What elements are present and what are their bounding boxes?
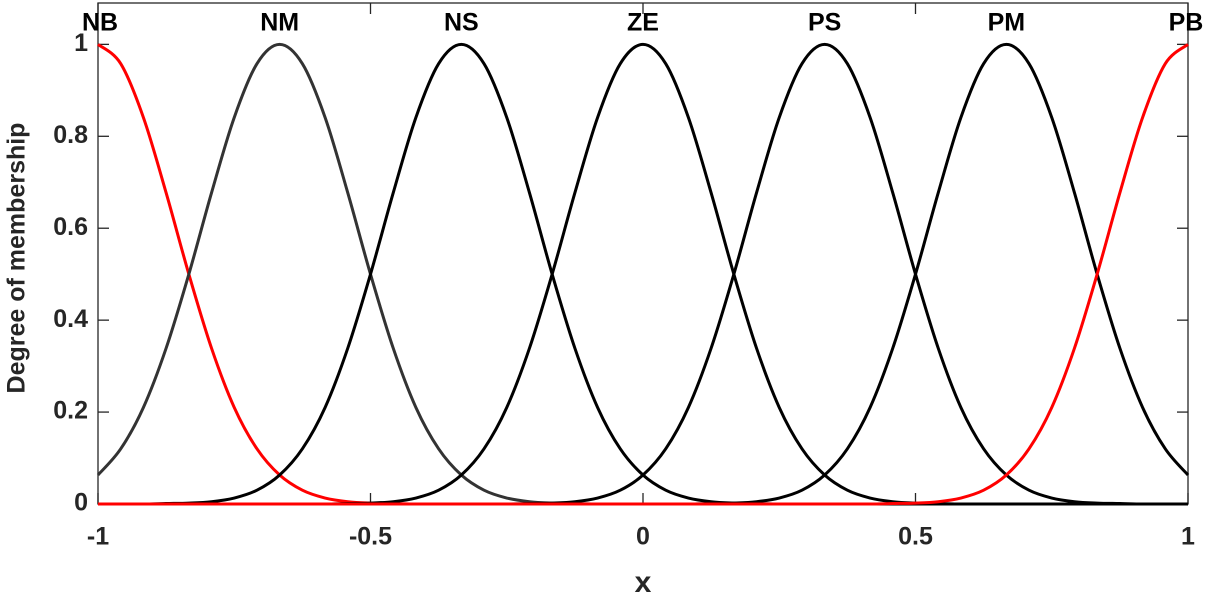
curve-label: NS xyxy=(444,9,479,37)
membership-curve xyxy=(97,43,1188,506)
y-tick-label: 0.2 xyxy=(53,397,88,425)
y-axis-label: Degree of membership xyxy=(3,123,31,394)
x-tick-label: 0.5 xyxy=(898,523,933,551)
x-tick-label: 0 xyxy=(636,523,650,551)
curve-label: PS xyxy=(808,9,841,37)
membership-curve xyxy=(98,43,1189,506)
y-tick-label: 0.6 xyxy=(53,213,88,241)
x-axis-label: x xyxy=(635,566,652,598)
curve-label: PM xyxy=(988,9,1026,37)
membership-curve xyxy=(96,42,1188,506)
curve-label: NM xyxy=(260,9,299,37)
y-tick-label: 0.4 xyxy=(53,305,88,333)
y-tick-label: 1 xyxy=(74,29,88,57)
membership-curve xyxy=(98,42,1188,506)
x-tick-label: -0.5 xyxy=(349,523,392,551)
y-tick-label: 0.8 xyxy=(53,121,88,149)
x-tick-label: -1 xyxy=(87,523,109,551)
x-tick-label: 1 xyxy=(1181,523,1195,551)
plot-frame xyxy=(97,2,1189,505)
curve-label: PB xyxy=(1169,9,1204,37)
curve-label: NB xyxy=(82,9,118,37)
curve-label: ZE xyxy=(627,9,659,37)
membership-curve xyxy=(98,42,1190,506)
membership-curve xyxy=(98,42,1188,506)
membership-curve xyxy=(98,42,1188,506)
y-tick-label: 0 xyxy=(74,489,88,517)
